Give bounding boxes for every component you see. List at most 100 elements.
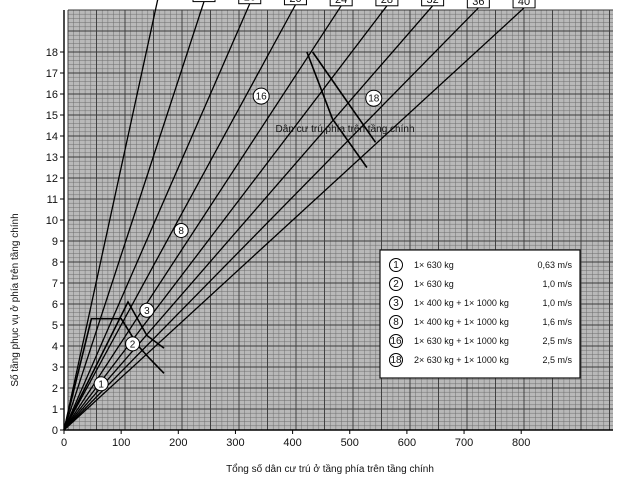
series-label-36: 36 [472,0,484,8]
series-label-box [466,0,490,9]
region-marker [125,336,141,352]
region-marker [252,87,270,105]
boundary-line [63,300,165,431]
series-line-16 [63,3,251,431]
boundary-line [306,51,368,168]
y-tick-label: 5 [52,320,58,332]
legend-marker [389,315,403,329]
series-line-40 [63,7,525,431]
y-tick-label: 10 [46,215,58,227]
series-labels: 81216202428323640 [192,0,536,9]
legend-marker-label: 2 [393,279,399,290]
legend-speed: 1,0 m/s [542,279,572,289]
region-markers: 1 2 3 8 16 18 [93,87,383,392]
major-grid [67,9,613,431]
legend-speed: 1,6 m/s [542,317,572,327]
y-tick-label: 4 [52,341,58,353]
boundary-line [63,317,165,431]
series-label-24: 24 [335,0,347,6]
y-tick-label: 2 [52,383,58,395]
series-label-28: 28 [381,0,393,6]
series-label-box [421,0,445,7]
y-tick-label: 6 [52,299,58,311]
series-label-box [238,0,262,5]
y-tick-label: 17 [46,68,58,80]
x-tick-label: 200 [169,437,187,449]
y-tick-label: 3 [52,362,58,374]
grid-lines [67,9,613,431]
x-tick-label: 600 [398,437,416,449]
series-label-box [329,0,353,7]
legend-speed: 1,0 m/s [542,298,572,308]
series-line-20 [63,4,297,431]
legend-marker [389,353,403,367]
chart-title: Dân cư trú phía trên tầng chính [276,123,415,135]
series-label-16: 16 [244,0,256,4]
legend-marker-label: 18 [390,355,402,366]
y-tick-label: 14 [46,131,58,143]
legend-text: 1× 400 kg + 1× 1000 kg [414,298,509,308]
region-marker [365,89,383,107]
series-line-24 [63,5,342,431]
legend-text: 1× 400 kg + 1× 1000 kg [414,317,509,327]
legend-text: 1× 630 kg + 1× 1000 kg [414,336,509,346]
region-marker-label: 16 [256,92,268,103]
legend-text: 1× 630 kg [414,279,454,289]
series-line-8 [63,0,159,431]
region-marker-label: 3 [144,306,150,317]
y-tick-label: 7 [52,278,58,290]
series-line-36 [63,7,479,431]
boundary-lines [63,51,377,431]
y-axis-title: Số tầng phục vụ ở phía trên tầng chính [9,213,21,386]
series-label-12: 12 [198,0,210,2]
series-label-box [375,0,399,7]
y-tick-label: 1 [52,404,58,416]
y-tick-label: 12 [46,173,58,185]
series-line-12 [63,1,205,431]
region-marker [93,376,109,392]
axes: 0 100 200 300 400 500 600 700 800012345678910111… [46,10,613,449]
legend-marker-label: 8 [393,317,399,328]
region-marker-label: 2 [130,339,136,350]
x-tick-label: 100 [112,437,130,449]
series-label-box [192,0,216,3]
y-tick-label: 16 [46,89,58,101]
y-tick-label: 15 [46,110,58,122]
x-tick-label: 0 [61,437,67,449]
legend-marker [389,296,403,310]
y-tick-label: 8 [52,257,58,269]
x-tick-label: 300 [226,437,244,449]
legend-speed: 0,63 m/s [537,260,572,270]
boundary-line [311,51,377,143]
series-label-40: 40 [518,0,530,8]
legend-marker [389,277,403,291]
y-tick-label: 13 [46,152,58,164]
legend-box [379,249,581,379]
region-marker-label: 18 [368,94,380,105]
series-lines [63,0,525,431]
series-label-box [283,0,307,6]
region-marker [139,302,155,318]
series-label-box [512,0,536,9]
legend-speed: 2,5 m/s [542,355,572,365]
y-tick-label: 9 [52,236,58,248]
legend-text: 1× 630 kg [414,260,454,270]
legend-marker-label: 3 [393,298,399,309]
series-line-28 [63,5,388,431]
x-tick-label: 700 [455,437,473,449]
region-marker-label: 8 [178,226,184,237]
series-label-32: 32 [426,0,438,6]
region-marker-label: 1 [98,379,104,390]
x-tick-label: 800 [512,437,530,449]
y-tick-label: 0 [52,425,58,437]
legend-marker [389,334,403,348]
x-axis-title: Tổng số dân cư trú ở tầng phía trên tầng… [226,463,434,475]
series-label-20: 20 [289,0,301,5]
legend-marker [389,258,403,272]
legend-text: 2× 630 kg + 1× 1000 kg [414,355,509,365]
legend-speed: 2,5 m/s [542,336,572,346]
legend: 1 1× 630 kg 0,63 m/s 2 1× 630 kg 1,0 m/s 3 1× 4… [379,249,581,379]
region-marker [173,223,189,238]
series-line-32 [63,5,434,431]
